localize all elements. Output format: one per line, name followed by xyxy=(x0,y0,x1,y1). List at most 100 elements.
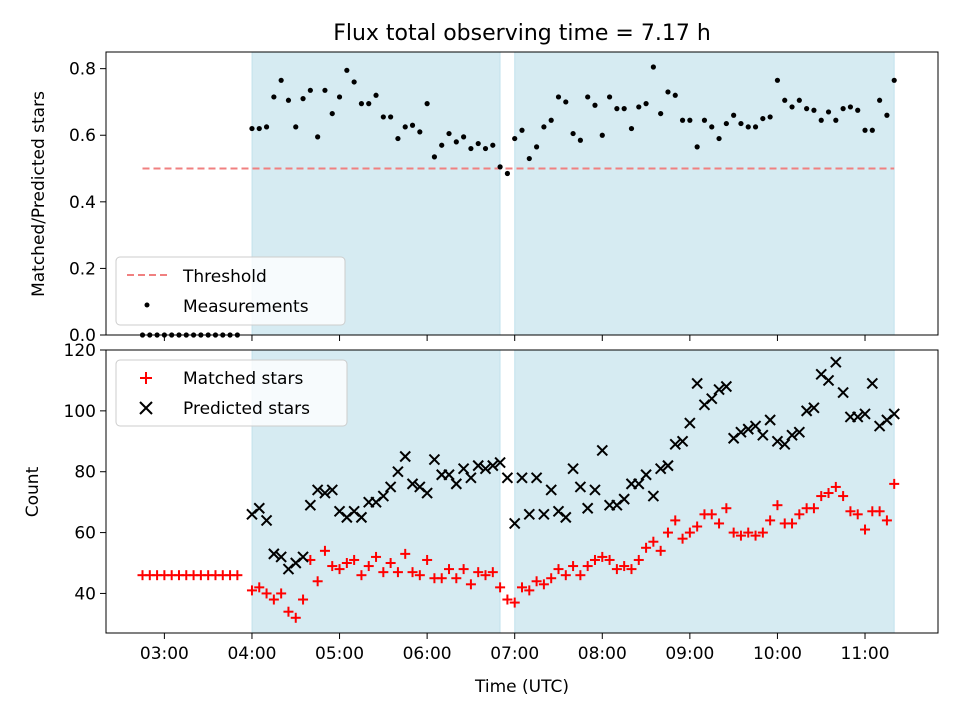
matched-stars-point xyxy=(845,506,856,517)
measurement-point xyxy=(380,114,386,120)
matched-stars-point xyxy=(349,554,360,565)
bottom-panel: 40 60 80 100 120 03:00 04:00 05:00 06:00 07:00 08:… xyxy=(23,341,939,697)
predicted-stars-point xyxy=(443,469,455,481)
predicted-stars-point xyxy=(479,462,492,475)
predicted-stars-point xyxy=(319,487,331,499)
measurement-point xyxy=(512,135,518,142)
measurement-point xyxy=(446,130,452,137)
matched-stars-point xyxy=(509,597,520,608)
x-tick-label: 03:00 xyxy=(140,644,189,664)
measurement-point xyxy=(891,77,897,83)
measurement-point xyxy=(833,117,839,123)
matched-stars-point xyxy=(684,527,695,538)
measurement-point xyxy=(877,97,883,103)
matched-stars-point xyxy=(670,515,681,526)
legend-predicted-swatch xyxy=(139,401,153,415)
predicted-stars-point xyxy=(618,493,630,505)
x-tick-label: 05:00 xyxy=(315,644,364,664)
predicted-stars-point xyxy=(260,514,273,527)
predicted-stars-point xyxy=(399,450,411,463)
top-y-tick-label: 0.2 xyxy=(69,259,96,279)
predicted-stars-point xyxy=(596,444,608,457)
predicted-stars-point xyxy=(676,435,689,447)
bottom-plot-frame xyxy=(105,349,939,634)
predicted-stars-point xyxy=(691,377,703,390)
predicted-stars-point xyxy=(421,487,433,499)
top-y-tick-label: 0.0 xyxy=(69,326,96,346)
measurement-point xyxy=(329,110,335,117)
matched-stars-point xyxy=(546,573,557,584)
matched-stars-point xyxy=(276,588,287,599)
measurement-point xyxy=(811,107,817,113)
measurement-point xyxy=(475,140,481,147)
matched-stars-point xyxy=(677,533,688,544)
matched-stars-point xyxy=(363,561,374,572)
measurement-point xyxy=(570,130,576,137)
measurement-point xyxy=(336,94,343,100)
measurement-point xyxy=(738,120,744,127)
matched-stars-point xyxy=(641,542,652,553)
measurement-point xyxy=(599,132,605,138)
bottom-count-points xyxy=(137,356,900,623)
measurement-point xyxy=(373,92,379,98)
predicted-stars-point xyxy=(297,551,309,563)
bottom-y-tick-label: 100 xyxy=(64,402,96,422)
measurement-point xyxy=(650,64,656,70)
matched-stars-point xyxy=(473,567,484,578)
measurement-point xyxy=(782,97,788,103)
top-panel: 0.00.20.40.60.8 Matched/Predicted stars … xyxy=(29,51,939,346)
matched-stars-point xyxy=(714,518,725,529)
legend-threshold-label: Threshold xyxy=(182,267,267,287)
measurement-point xyxy=(249,125,255,132)
matched-stars-point xyxy=(371,551,382,562)
predicted-stars-point xyxy=(574,481,587,493)
x-tick-label: 04:00 xyxy=(227,644,276,664)
x-tick-label: 11:00 xyxy=(841,644,890,664)
measurement-point xyxy=(621,106,627,112)
top-measurement-points xyxy=(139,64,897,338)
matched-stars-point xyxy=(538,579,549,590)
measurement-point xyxy=(774,77,781,83)
measurement-point xyxy=(504,170,511,177)
measurement-point xyxy=(366,101,372,107)
predicted-stars-point xyxy=(757,429,769,441)
legend-measurements-swatch xyxy=(144,302,150,308)
matched-stars-point xyxy=(268,594,279,605)
matched-stars-point xyxy=(444,564,455,575)
predicted-stars-point xyxy=(304,499,317,511)
matched-stars-point xyxy=(692,521,703,532)
matched-stars-point xyxy=(261,588,272,599)
measurement-point xyxy=(694,144,700,150)
measurement-point xyxy=(293,124,299,130)
predicted-stars-point xyxy=(633,478,645,490)
x-axis-label: Time (UTC) xyxy=(474,677,569,697)
matched-stars-point xyxy=(341,558,352,569)
predicted-stars-point xyxy=(684,417,696,429)
matched-stars-point xyxy=(626,564,637,575)
measurement-point xyxy=(278,77,284,83)
matched-stars-point xyxy=(495,582,506,593)
top-legend-box xyxy=(115,256,346,326)
matched-stars-point xyxy=(589,554,600,565)
matched-stars-point xyxy=(765,515,776,526)
measurement-point xyxy=(709,124,715,130)
predicted-stars-point xyxy=(253,502,265,514)
matched-stars-point xyxy=(400,548,411,559)
measurement-point xyxy=(409,122,416,128)
bottom-legend: Matched stars Predicted stars xyxy=(115,359,348,427)
predicted-stars-point xyxy=(450,478,463,490)
matched-stars-point xyxy=(560,570,571,581)
bottom-y-tick-label: 120 xyxy=(64,341,96,361)
predicted-stars-point xyxy=(384,481,397,493)
measurement-point xyxy=(315,134,321,140)
matched-stars-point xyxy=(852,509,863,520)
measurement-point xyxy=(731,112,737,118)
predicted-stars-point xyxy=(311,484,324,496)
matched-stars-point xyxy=(312,576,323,587)
bottom-axis-ticks: 40 60 80 100 120 03:00 04:00 05:00 06:00 07:00 08:… xyxy=(64,341,890,664)
predicted-stars-point xyxy=(406,478,419,490)
top-legend: Threshold Measurements xyxy=(115,256,346,326)
measurement-point xyxy=(424,101,430,107)
matched-stars-point xyxy=(823,488,834,499)
measurement-point xyxy=(358,101,365,107)
